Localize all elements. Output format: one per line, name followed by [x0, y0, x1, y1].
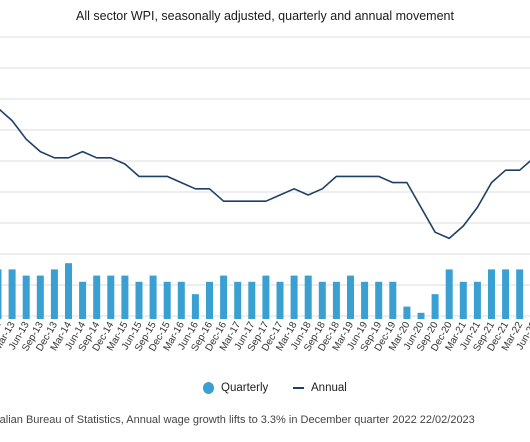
bar-quarterly — [332, 281, 340, 319]
bar-quarterly — [403, 306, 411, 319]
bar-quarterly — [304, 275, 312, 319]
bar-quarterly — [389, 281, 397, 319]
bar-quarterly — [276, 281, 284, 319]
bar-quarterly — [107, 275, 115, 319]
bar-quarterly — [220, 275, 228, 319]
bar-quarterly — [22, 275, 30, 319]
bar-quarterly — [121, 275, 129, 319]
bar-quarterly — [431, 294, 439, 319]
legend-label-quarterly: Quarterly — [221, 382, 269, 394]
legend-label-annual: Annual — [311, 382, 347, 394]
bar-quarterly — [248, 281, 256, 319]
bar-quarterly — [149, 275, 157, 319]
source-note: Australian Bureau of Statistics, Annual … — [0, 414, 475, 426]
bar-quarterly — [206, 281, 213, 319]
bar-quarterly — [361, 281, 369, 319]
bar-quarterly — [417, 312, 425, 319]
bar-quarterly — [36, 275, 44, 319]
bar-quarterly — [8, 269, 16, 319]
legend-item-quarterly[interactable]: Quarterly — [203, 382, 268, 394]
bar-quarterly — [191, 294, 199, 319]
bar-quarterly — [516, 269, 524, 319]
bar-quarterly — [375, 281, 383, 319]
bar-quarterly — [488, 269, 495, 319]
line-annual — [0, 108, 530, 240]
bar-quarterly — [262, 275, 270, 319]
bar-quarterly — [79, 281, 87, 319]
bar-quarterly — [318, 281, 326, 319]
bar-quarterly — [50, 269, 58, 319]
bar-quarterly — [347, 275, 354, 319]
legend-swatch-quarterly — [203, 382, 214, 394]
bar-quarterly — [177, 281, 185, 319]
bar-quarterly — [459, 281, 467, 319]
bar-quarterly — [163, 281, 171, 319]
bar-quarterly — [234, 281, 242, 319]
chart-title: All sector WPI, seasonally adjusted, qua… — [76, 9, 454, 23]
bar-quarterly — [93, 275, 101, 319]
bar-quarterly — [473, 281, 481, 319]
bar-quarterly — [290, 275, 298, 319]
bar-quarterly — [135, 281, 143, 319]
bar-quarterly — [65, 263, 72, 319]
bar-quarterly — [502, 269, 510, 319]
legend-item-annual[interactable]: Annual — [293, 382, 347, 394]
bar-quarterly — [445, 269, 453, 319]
bar-quarterly — [0, 269, 2, 319]
chart-plot: Dec-12Mar-13Jun-13Sep-13Dec-13Mar-14Jun-… — [0, 36, 530, 353]
legend-swatch-annual — [293, 387, 304, 389]
